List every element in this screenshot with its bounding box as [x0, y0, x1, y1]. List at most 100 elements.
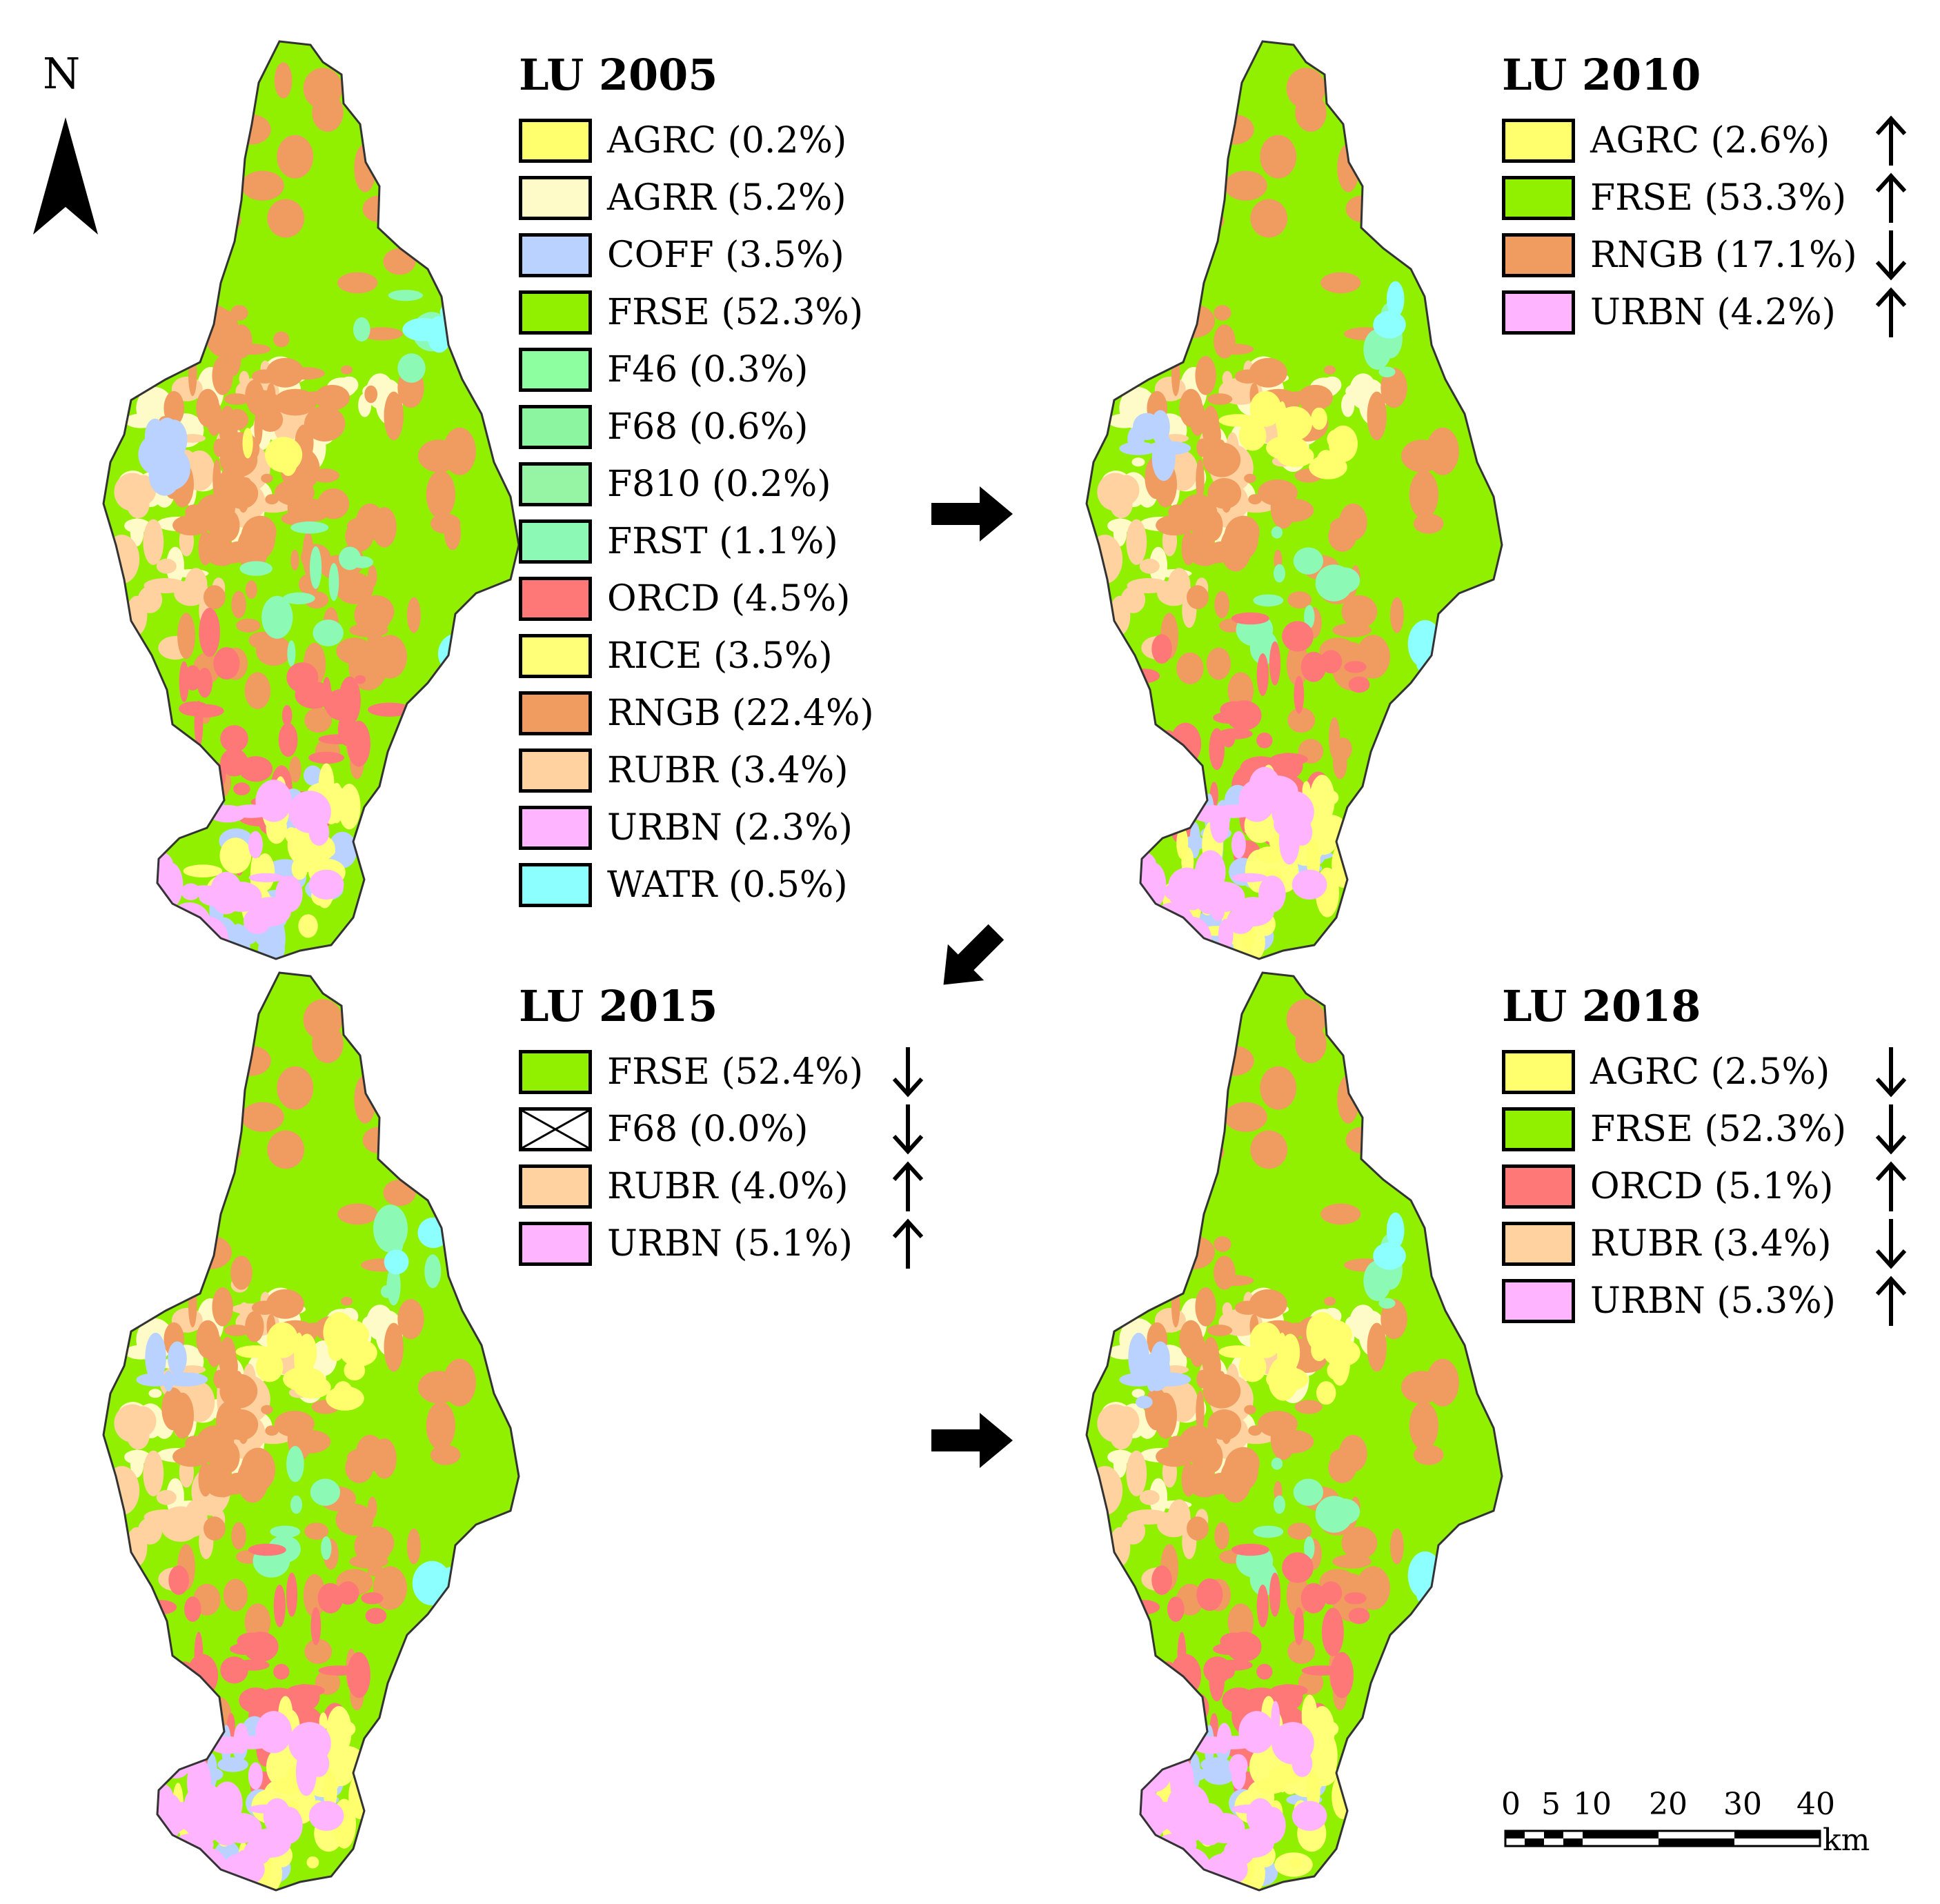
legend-title: LU 2005 — [519, 50, 718, 100]
legend-swatch — [519, 633, 592, 678]
legend-label: URBN (4.2%) — [1590, 291, 1836, 333]
flow-arrow-right-icon — [931, 1413, 1014, 1468]
legend-label: URBN (5.3%) — [1590, 1280, 1836, 1322]
legend-label: ORCD (5.1%) — [1590, 1165, 1834, 1207]
legend-item-rice: RICE (3.5%) — [519, 627, 874, 684]
scale-bar: 0 5 10 20 30 40 km — [1501, 1787, 1890, 1863]
scale-unit: km — [1823, 1823, 1870, 1858]
land-use-map-2018 — [1052, 952, 1549, 1904]
legend-swatch — [519, 576, 592, 621]
legend-label: RNGB (17.1%) — [1590, 234, 1857, 276]
legend-swatch — [1502, 232, 1575, 277]
legend-item-urbn: URBN (4.2%) — [1502, 284, 1907, 341]
legend-swatch — [519, 347, 592, 392]
legend-item-rngb: RNGB (22.4%) — [519, 684, 874, 742]
land-use-map-2005 — [69, 21, 566, 973]
legend-title: LU 2018 — [1502, 981, 1701, 1031]
legend-label: URBN (5.1%) — [607, 1222, 853, 1265]
legend-swatch — [1502, 118, 1575, 163]
legend-swatch — [519, 175, 592, 220]
trend-up-arrow-icon — [1874, 115, 1908, 167]
legend-2015: LU 2015 FRSE (52.4%) F68 (0.0%) RUBR (4.0%… — [519, 981, 924, 1272]
legend-label: FRSE (52.3%) — [607, 291, 864, 333]
legend-item-coff: COFF (3.5%) — [519, 226, 874, 284]
legend-2018: LU 2018 AGRC (2.5%) FRSE (52.3%) ORCD (5.1… — [1502, 981, 1907, 1329]
legend-list: AGRC (2.6%) FRSE (53.3%) RNGB (17.1%) URBN … — [1502, 112, 1907, 341]
north-arrow-icon — [28, 55, 103, 235]
legend-item-f68: F68 (0.6%) — [519, 398, 874, 455]
legend-item-orcd: ORCD (5.1%) — [1502, 1158, 1907, 1215]
legend-label: FRSE (53.3%) — [1590, 177, 1847, 219]
legend-swatch — [1502, 175, 1575, 220]
legend-item-frst: FRST (1.1%) — [519, 513, 874, 570]
legend-swatch — [519, 1049, 592, 1094]
scale-tick: 40 — [1797, 1787, 1835, 1822]
legend-label: F46 (0.3%) — [607, 348, 809, 390]
legend-item-urbn: URBN (2.3%) — [519, 799, 874, 856]
legend-label: RUBR (3.4%) — [607, 749, 849, 791]
trend-up-arrow-icon — [1874, 172, 1908, 224]
legend-swatch — [1502, 1049, 1575, 1094]
legend-label: F68 (0.0%) — [607, 1108, 809, 1150]
legend-label: RUBR (4.0%) — [607, 1165, 849, 1207]
legend-label: URBN (2.3%) — [607, 806, 853, 849]
legend-label: F68 (0.6%) — [607, 406, 809, 448]
legend-label: AGRC (0.2%) — [607, 119, 847, 161]
legend-item-rngb: RNGB (17.1%) — [1502, 226, 1907, 284]
legend-swatch — [519, 1164, 592, 1209]
trend-up-arrow-icon — [891, 1218, 924, 1270]
legend-label: FRST (1.1%) — [607, 520, 838, 562]
legend-swatch — [519, 862, 592, 907]
legend-label: AGRC (2.5%) — [1590, 1051, 1830, 1093]
legend-swatch — [1502, 290, 1575, 335]
legend-label: RNGB (22.4%) — [607, 692, 874, 734]
scale-bar-graphic — [1504, 1829, 1821, 1847]
legend-label: RICE (3.5%) — [607, 635, 833, 677]
trend-up-arrow-icon — [891, 1160, 924, 1213]
legend-swatch — [519, 118, 592, 163]
legend-2005: LU 2005 AGRC (0.2%) AGRR (5.2%) COFF (3.5%… — [519, 54, 874, 913]
legend-item-frse: FRSE (53.3%) — [1502, 169, 1907, 226]
legend-item-frse: FRSE (52.3%) — [519, 284, 874, 341]
legend-label: RUBR (3.4%) — [1590, 1222, 1832, 1265]
flow-arrow-right-icon — [931, 486, 1014, 542]
legend-item-f68: F68 (0.0%) — [519, 1100, 924, 1158]
legend-label: F810 (0.2%) — [607, 463, 831, 505]
north-label: N — [43, 48, 81, 99]
legend-item-watr: WATR (0.5%) — [519, 856, 874, 913]
legend-title: LU 2015 — [519, 981, 718, 1031]
scale-tick: 10 — [1573, 1787, 1612, 1822]
legend-title: LU 2010 — [1502, 50, 1701, 100]
legend-item-rubr: RUBR (4.0%) — [519, 1158, 924, 1215]
legend-label: FRSE (52.4%) — [607, 1051, 864, 1093]
trend-up-arrow-icon — [1874, 286, 1908, 339]
legend-list: AGRC (0.2%) AGRR (5.2%) COFF (3.5%) FRSE (5… — [519, 112, 874, 913]
trend-down-arrow-icon — [891, 1046, 924, 1098]
trend-down-arrow-icon — [1874, 1046, 1908, 1098]
trend-down-arrow-icon — [1874, 229, 1908, 281]
legend-item-agrc: AGRC (2.6%) — [1502, 112, 1907, 169]
legend-label: FRSE (52.3%) — [1590, 1108, 1847, 1150]
legend-swatch — [519, 805, 592, 850]
legend-label: WATR (0.5%) — [607, 864, 848, 906]
legend-swatch — [519, 462, 592, 506]
legend-swatch — [1502, 1278, 1575, 1323]
legend-item-agrc: AGRC (0.2%) — [519, 112, 874, 169]
legend-item-f46: F46 (0.3%) — [519, 341, 874, 398]
crossed-swatch-icon — [519, 1107, 592, 1151]
flow-arrow-down-left-icon — [931, 921, 1007, 997]
legend-list: AGRC (2.5%) FRSE (52.3%) ORCD (5.1%) RUBR (… — [1502, 1043, 1907, 1329]
scale-tick: 30 — [1723, 1787, 1762, 1822]
legend-swatch — [519, 404, 592, 449]
trend-down-arrow-icon — [1874, 1218, 1908, 1270]
land-use-map-2015 — [69, 952, 566, 1904]
legend-item-agrr: AGRR (5.2%) — [519, 169, 874, 226]
trend-down-arrow-icon — [891, 1103, 924, 1156]
legend-item-frse: FRSE (52.3%) — [1502, 1100, 1907, 1158]
legend-label: COFF (3.5%) — [607, 234, 844, 276]
legend-swatch — [519, 519, 592, 564]
legend-swatch — [1502, 1107, 1575, 1151]
legend-label: ORCD (4.5%) — [607, 577, 851, 619]
legend-item-rubr: RUBR (3.4%) — [519, 742, 874, 799]
legend-item-rubr: RUBR (3.4%) — [1502, 1215, 1907, 1272]
